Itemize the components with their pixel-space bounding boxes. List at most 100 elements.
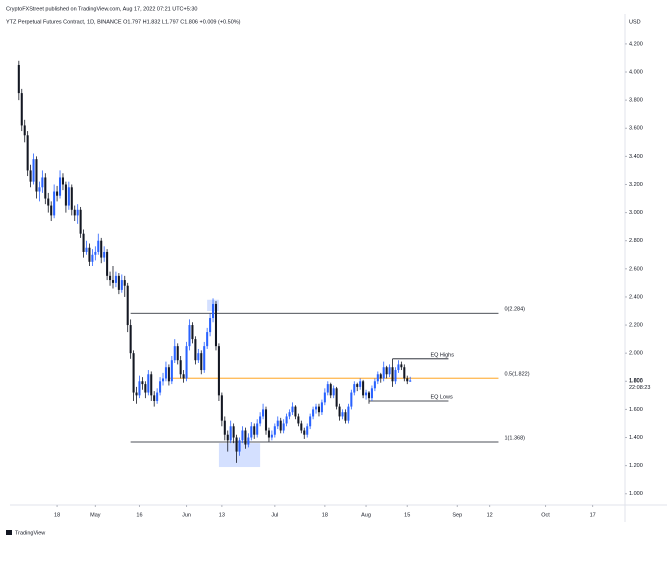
- candle-body: [397, 364, 400, 371]
- candle-body: [100, 240, 103, 258]
- candle-body: [44, 177, 47, 199]
- y-tick-label: 4.200: [629, 41, 643, 47]
- candle-body: [279, 420, 282, 431]
- candle-body: [341, 412, 344, 417]
- candle-body: [359, 381, 362, 387]
- candle-body: [185, 346, 188, 379]
- candle-body: [323, 392, 326, 403]
- logo-mark: [6, 530, 12, 535]
- candle-body: [41, 177, 44, 188]
- candle-body: [94, 251, 97, 255]
- y-tick-label: 1.600: [629, 407, 643, 413]
- candle-body: [388, 367, 391, 375]
- candle-body: [32, 159, 35, 182]
- level-label: EQ Highs: [430, 352, 454, 358]
- y-tick-label: 2.200: [629, 323, 643, 329]
- candle-body: [232, 426, 235, 438]
- candle-body: [285, 416, 288, 424]
- y-tick-label: 3.000: [629, 210, 643, 216]
- candle-body: [209, 318, 212, 333]
- candle-body: [23, 125, 26, 136]
- x-tick-label: 16: [136, 512, 142, 518]
- candle-body: [76, 209, 79, 216]
- fib-label: 0.5(1.822): [504, 372, 529, 378]
- candle-body: [347, 406, 350, 421]
- currency: USD: [629, 19, 641, 25]
- candle-body: [141, 381, 144, 385]
- candle-body: [73, 209, 76, 216]
- y-tick-label: 2.800: [629, 238, 643, 244]
- candle-body: [394, 370, 397, 382]
- candle-body: [335, 388, 338, 407]
- candle-body: [147, 374, 150, 393]
- y-tick-label: 1.800: [629, 379, 643, 385]
- candle-body: [317, 406, 321, 413]
- candle-body: [282, 423, 285, 431]
- x-tick-label: 18: [54, 512, 60, 518]
- candle-body: [56, 191, 59, 196]
- candle-body: [326, 384, 329, 393]
- candle-body: [91, 254, 94, 262]
- candle-body: [159, 381, 162, 393]
- candle-body: [167, 367, 170, 382]
- last-price: 1.806: [629, 378, 643, 384]
- x-tick-label: Jun: [182, 512, 191, 518]
- candle-body: [391, 367, 394, 382]
- candle-body: [312, 409, 315, 417]
- x-tick-label: Jul: [271, 512, 278, 518]
- candle-body: [223, 420, 226, 435]
- candle-body: [106, 251, 109, 276]
- candle-body: [376, 374, 379, 382]
- candle-body: [300, 423, 303, 431]
- candle-body: [135, 392, 138, 396]
- candle-body: [267, 430, 270, 438]
- candle-body: [344, 412, 347, 421]
- candle-body: [217, 346, 220, 396]
- candle-body: [409, 380, 412, 382]
- candle-body: [138, 381, 141, 396]
- candle-body: [247, 437, 250, 445]
- candle-body: [188, 325, 191, 347]
- candle-body: [250, 426, 253, 438]
- candle-body: [120, 280, 123, 290]
- candle-body: [253, 426, 256, 435]
- candle-body: [235, 437, 238, 452]
- y-tick-label: 2.000: [629, 351, 643, 357]
- candle-body: [226, 434, 229, 441]
- candle-body: [206, 332, 209, 347]
- candle-body: [156, 392, 159, 401]
- y-tick-label: 1.400: [629, 435, 643, 441]
- x-tick-label: 12: [487, 512, 493, 518]
- candle-body: [329, 384, 332, 396]
- candle-body: [365, 392, 368, 396]
- candle-body: [153, 395, 156, 401]
- candle-body: [309, 416, 312, 427]
- candle-body: [362, 381, 365, 396]
- candle-body: [379, 374, 382, 379]
- candle-body: [144, 384, 147, 393]
- y-tick-label: 3.200: [629, 182, 643, 188]
- candle-body: [47, 198, 50, 206]
- candle-body: [203, 346, 206, 371]
- candle-body: [29, 170, 32, 182]
- x-tick-label: 17: [590, 512, 596, 518]
- candle-body: [314, 406, 318, 410]
- chart-title: YTZ Perpetual Futures Contract, 1D, BINA…: [6, 19, 241, 25]
- candle-body: [370, 388, 373, 399]
- candle-body: [17, 64, 20, 94]
- candle-body: [64, 184, 67, 206]
- candle-body: [79, 209, 82, 234]
- candle-body: [403, 367, 406, 379]
- candle-body: [294, 406, 297, 417]
- candle-body: [256, 423, 259, 435]
- candle-body: [194, 339, 197, 361]
- candle-body: [276, 420, 279, 427]
- candle-body: [350, 392, 353, 407]
- candle-body: [50, 205, 53, 216]
- candle-body: [53, 191, 56, 216]
- candle-body: [129, 325, 132, 354]
- candle-body: [191, 325, 194, 340]
- candle-body: [241, 430, 244, 441]
- candle-body: [303, 430, 306, 435]
